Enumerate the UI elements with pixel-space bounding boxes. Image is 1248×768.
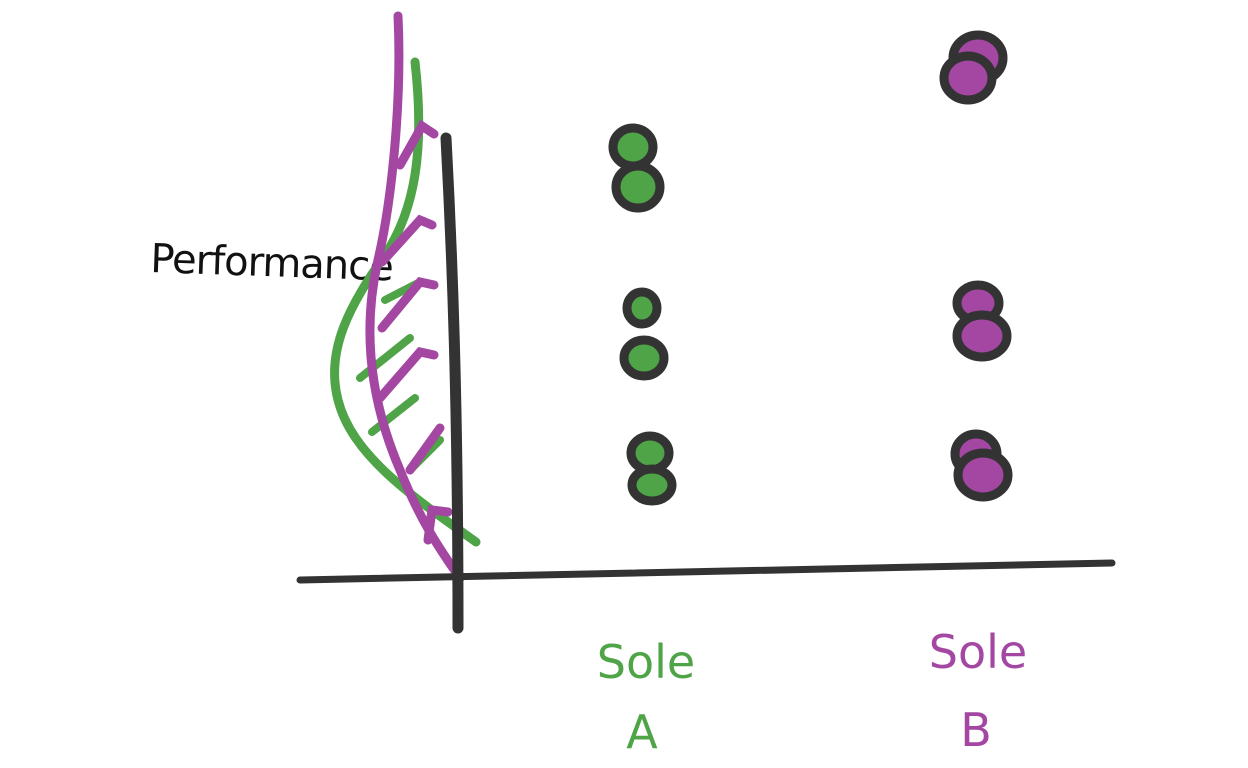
y-axis-line [440, 132, 464, 634]
group-a-points [608, 123, 677, 506]
group-b-points [939, 30, 1013, 502]
group-a-sublabel: A [626, 705, 658, 759]
group-b-hatching [375, 119, 453, 545]
x-axis-line [296, 559, 1116, 584]
group-b-distribution-curve [365, 11, 465, 583]
data-point [622, 287, 662, 329]
group-a-distribution-curve [330, 57, 481, 547]
group-a-label: Sole [597, 635, 695, 689]
group-b-sublabel: B [960, 703, 992, 757]
data-point [939, 51, 997, 105]
data-point [953, 448, 1013, 502]
y-axis-label: Performance [150, 236, 394, 290]
group-b-label: Sole [929, 625, 1027, 679]
data-point [619, 335, 669, 381]
data-point [608, 123, 658, 171]
data-point [611, 161, 665, 213]
data-point [627, 464, 677, 506]
data-point [952, 310, 1012, 362]
